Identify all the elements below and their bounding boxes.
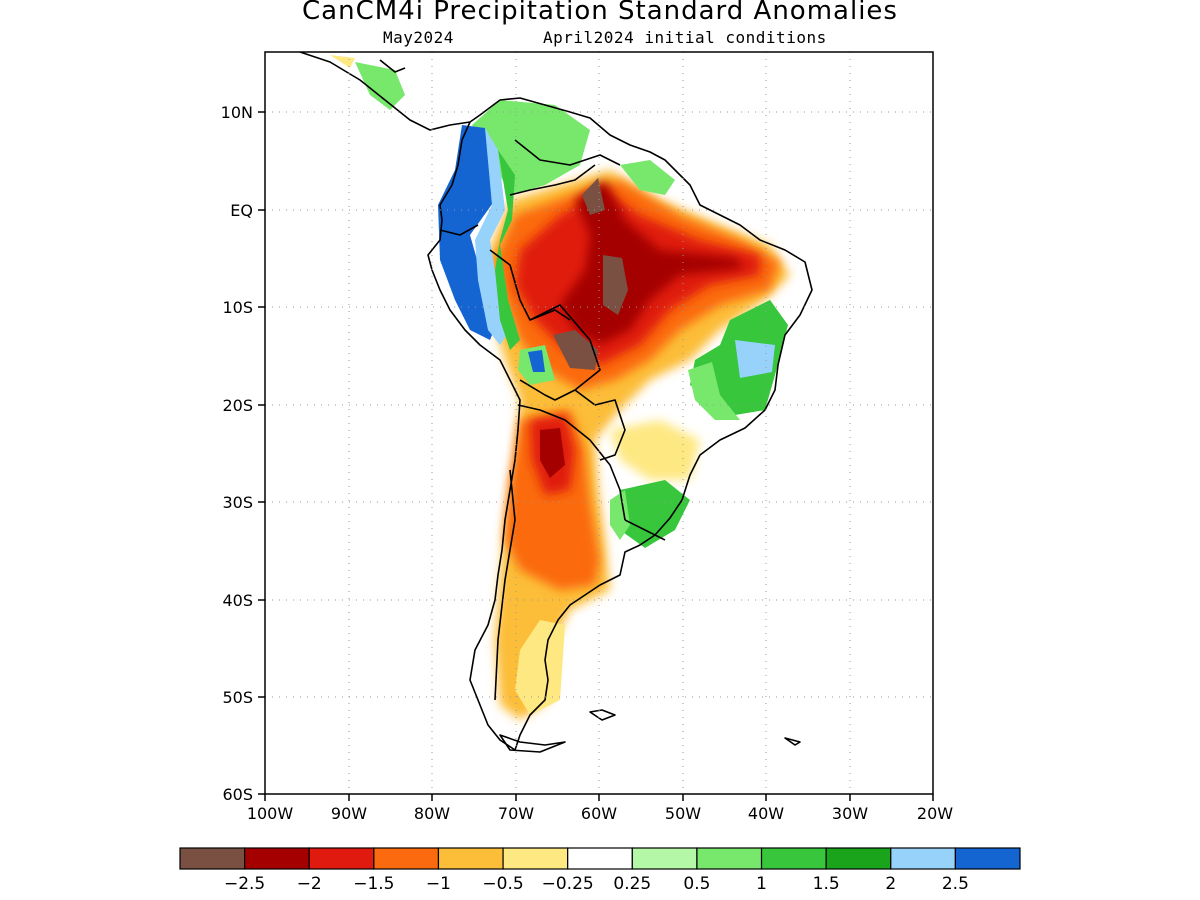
south-georgia [784,737,801,746]
lon-labels: 100W 90W 80W 70W 60W 50W 40W 30W 20W [247,804,953,823]
colorbar-label: −1.5 [353,874,394,894]
colorbar-label: −1 [426,874,451,894]
lat-label: 50S [222,688,253,707]
colorbar-label: 1.5 [813,874,840,894]
lon-label: 20W [917,804,953,823]
valid-month: May2024 [383,28,454,47]
lat-label: 60S [222,785,253,804]
colorbar-swatch [308,847,375,870]
wet-green-edge [495,150,520,350]
continent-outline [427,97,813,751]
lat-label: 30S [222,493,253,512]
coastlines [299,52,813,753]
wet-guianas [620,160,675,195]
border-ecuador [439,224,479,236]
lat-ticks [258,111,265,795]
grid [265,52,933,794]
dry-central-america [330,55,355,68]
colorbar-swatch [567,847,633,870]
colorbar-swatch [890,847,956,870]
colorbar-label: 1 [756,874,767,894]
colorbar: −2.5 −2 −1.5 −1 −0.5 −0.25 0.25 0.5 1 1.5 2 2.5 [179,847,1021,894]
lon-label: 60W [581,804,617,823]
border-peru-brazil [489,249,571,321]
lon-ticks [264,794,934,801]
dry-yellow-east [610,420,700,480]
dry-yellow-south [515,620,565,715]
lon-label: 80W [414,804,450,823]
lat-label: 20S [222,396,253,415]
border-paraguay [574,389,626,461]
tierra-del-fuego [499,734,566,753]
lat-label: EQ [230,201,253,220]
colorbar-swatch [437,847,504,870]
lon-label: 90W [331,804,367,823]
lat-label: 40S [222,591,253,610]
wet-green-south [620,480,690,548]
colorbar-label: −2.5 [224,874,265,894]
border-uruguay [624,519,666,541]
colorbar-label: 0.5 [683,874,710,894]
colorbar-label: 2 [885,874,896,894]
border-colombia [509,164,596,196]
wet-bolivia-core [528,350,545,372]
central-america-north [379,59,406,73]
dry-brown-center [603,255,628,315]
wet-central-america [355,62,405,110]
colorbar-swatch [825,847,892,870]
dry-orange-south [505,410,600,590]
lon-label: 50W [665,804,701,823]
map-title: CanCM4i Precipitation Standard Anomalies [302,0,898,26]
colorbar-swatch [179,847,246,870]
colorbar-swatch [502,847,569,870]
init-conditions: April2024 initial conditions [543,28,827,47]
dry-brown-bolivia [553,330,598,370]
lon-label: 30W [832,804,868,823]
wet-green-colombia [472,100,590,195]
border-argentina [517,404,626,521]
colorbar-label: −0.5 [482,874,523,894]
colorbar-label: 0.25 [613,874,651,894]
lon-label: 40W [748,804,784,823]
border-venezuela [514,139,621,166]
lat-labels: 10N EQ 10S 20S 30S 40S 50S 60S [221,103,253,804]
lat-label: 10S [222,298,253,317]
lon-label: 100W [247,804,294,823]
colorbar-label: −2 [297,874,322,894]
wet-lightblue-edge [475,128,510,345]
wet-lightblue-east [735,340,775,378]
lon-label: 70W [498,804,534,823]
central-america [299,52,471,131]
border-chile [494,469,516,701]
falklands [589,709,616,721]
colorbar-label: 2.5 [942,874,969,894]
dry-darkred-south [540,428,565,478]
colorbar-swatch [954,847,1021,870]
lat-label: 10N [221,103,253,122]
dry-brown-north [582,178,605,215]
colorbar-swatch [631,847,698,870]
border-bolivia [519,304,601,401]
colorbar-label: −0.25 [542,874,594,894]
colorbar-swatch [373,847,440,870]
colorbar-swatch [696,847,763,870]
colorbar-swatch [244,847,310,870]
anomaly-field [330,55,812,750]
colorbar-swatch [760,847,827,870]
